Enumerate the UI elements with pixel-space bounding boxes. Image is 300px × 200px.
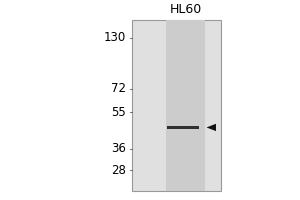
Bar	[167, 126, 199, 129]
Text: 72: 72	[111, 82, 126, 95]
Text: 55: 55	[112, 106, 126, 119]
Bar	[166, 20, 205, 191]
Text: 28: 28	[111, 164, 126, 177]
Text: HL60: HL60	[169, 3, 202, 16]
Polygon shape	[206, 124, 216, 131]
Text: 36: 36	[111, 142, 126, 155]
Bar	[132, 20, 221, 191]
Text: 130: 130	[104, 31, 126, 44]
